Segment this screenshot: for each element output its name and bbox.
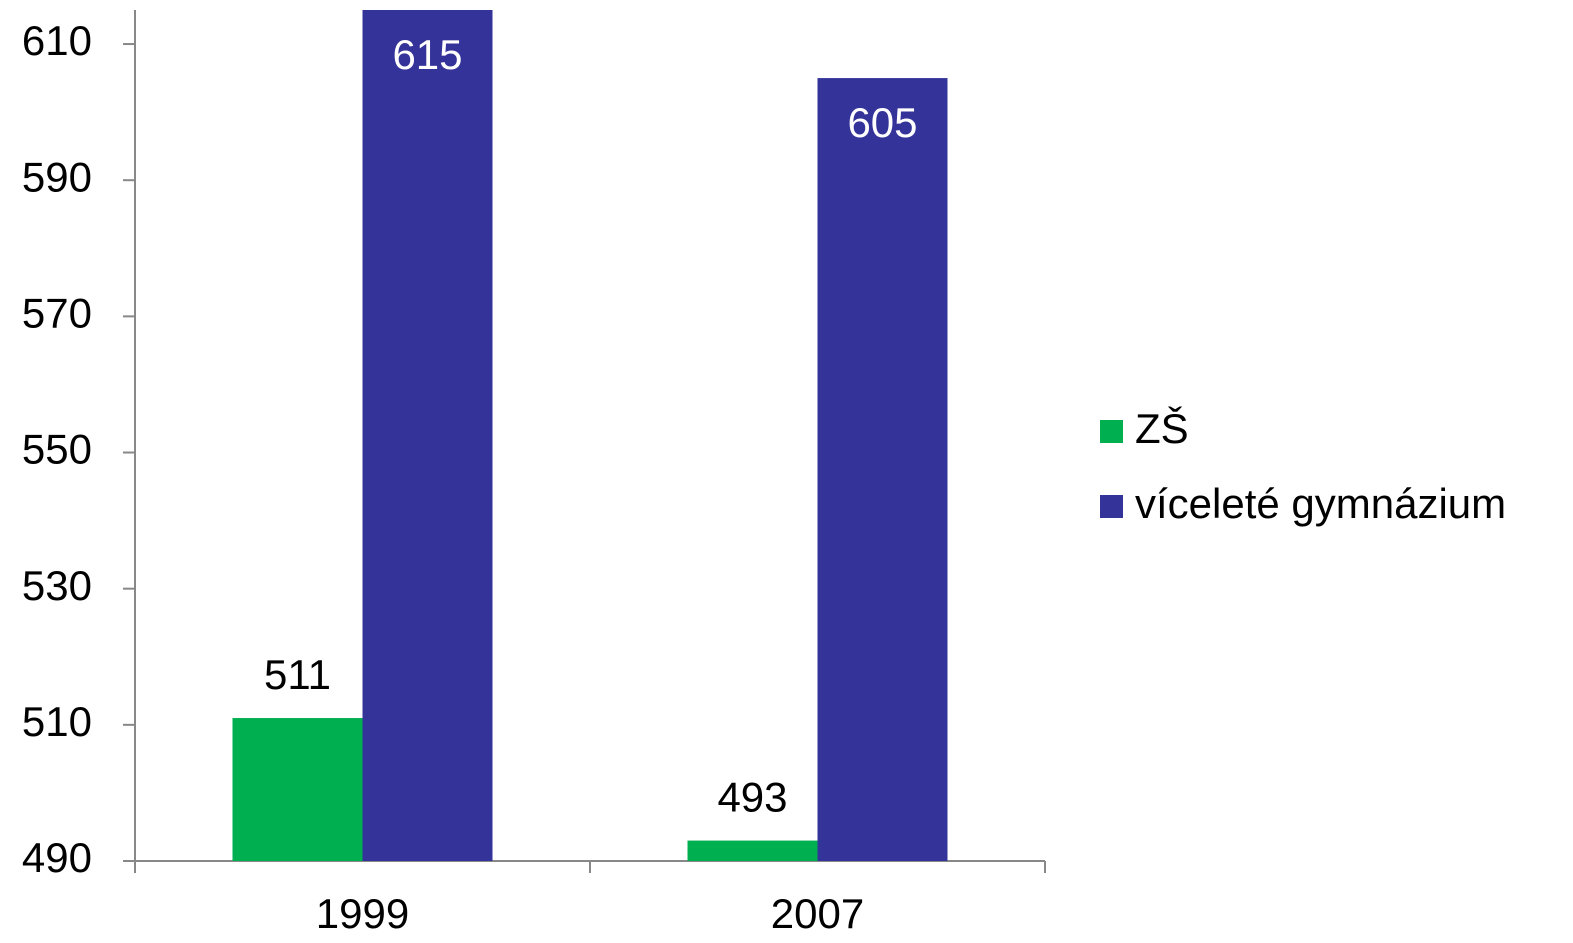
- y-tick-label: 610: [22, 17, 92, 64]
- y-tick-label: 530: [22, 562, 92, 609]
- data-label: 493: [717, 774, 787, 821]
- legend-label: víceleté gymnázium: [1135, 480, 1506, 527]
- y-tick-label: 590: [22, 153, 92, 200]
- legend-swatch: [1100, 420, 1123, 443]
- bar: [817, 78, 948, 861]
- bar: [362, 10, 493, 861]
- data-label: 605: [847, 99, 917, 146]
- y-tick-label: 490: [22, 834, 92, 881]
- bar: [232, 718, 363, 861]
- x-tick-label: 1999: [316, 890, 409, 937]
- data-label: 511: [264, 651, 331, 698]
- y-tick-label: 550: [22, 426, 92, 473]
- bar: [687, 840, 818, 861]
- legend-label: ZŠ: [1135, 405, 1189, 452]
- data-label: 615: [392, 31, 462, 78]
- x-tick-label: 2007: [771, 890, 864, 937]
- legend-swatch: [1100, 495, 1123, 518]
- y-tick-label: 510: [22, 698, 92, 745]
- y-tick-label: 570: [22, 289, 92, 336]
